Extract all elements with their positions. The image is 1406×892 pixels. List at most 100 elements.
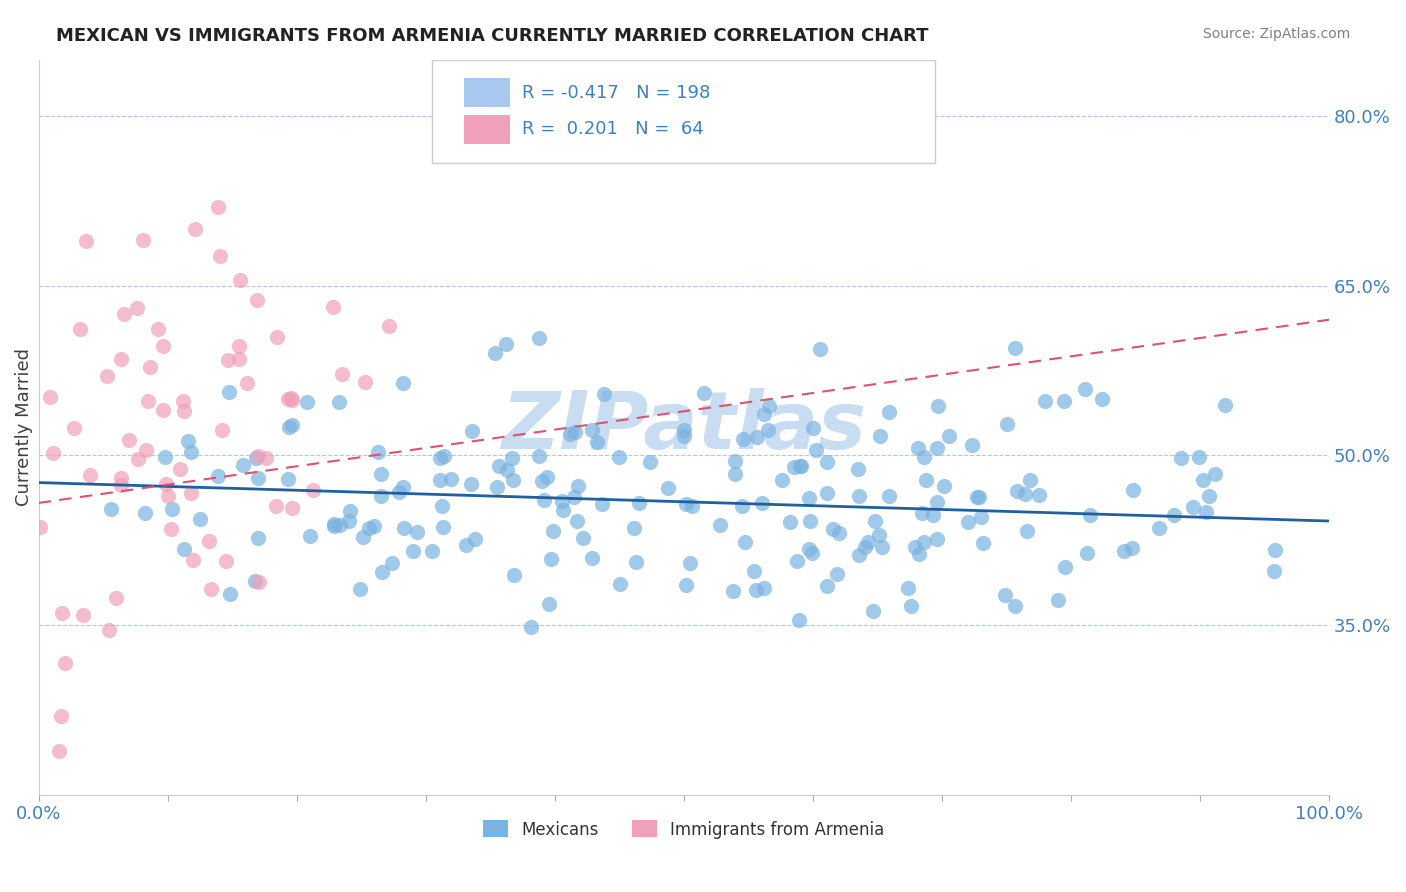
Point [657,482,679,496]
Point [264,499,287,513]
Point [159,522,181,536]
Point [551,493,574,508]
Point [540,551,562,566]
Point [232,458,254,472]
Point [858,534,880,549]
Point [339,504,361,518]
Point [388,484,411,499]
Point [218,384,240,399]
Point [731,433,754,447]
Point [567,478,589,492]
Point [907,441,929,455]
Point [537,597,560,611]
Point [110,478,132,492]
Point [1004,341,1026,355]
Point [495,463,517,477]
Point [254,450,277,465]
Point [377,319,399,334]
Point [779,516,801,530]
Point [429,473,451,487]
Point [927,399,949,413]
Point [135,443,157,458]
Point [440,472,463,486]
Point [994,589,1017,603]
Point [79,468,101,483]
Point [572,531,595,545]
Point [460,476,482,491]
Point [136,393,159,408]
Point [869,429,891,443]
Point [672,423,695,437]
Point [281,417,304,432]
Point [132,233,155,247]
Point [139,360,162,375]
Legend: Mexicans, Immigrants from Armenia: Mexicans, Immigrants from Armenia [477,814,891,846]
Point [593,387,616,401]
FancyBboxPatch shape [432,60,935,162]
Point [607,450,630,465]
Point [433,450,456,464]
Point [638,455,661,469]
Point [562,490,585,504]
Point [1074,382,1097,396]
FancyBboxPatch shape [464,115,509,145]
Point [911,506,934,520]
Point [246,293,269,307]
Point [281,500,304,515]
Point [488,458,510,473]
Point [1033,393,1056,408]
Point [581,424,603,438]
Point [402,544,425,558]
Point [848,548,870,562]
Point [692,386,714,401]
Point [1076,546,1098,560]
Point [1078,508,1101,522]
Point [266,330,288,344]
Point [675,578,697,592]
Point [678,556,700,570]
Point [1264,542,1286,557]
Point [367,444,389,458]
FancyBboxPatch shape [464,78,509,107]
Point [912,535,935,549]
Point [825,566,848,581]
Point [862,604,884,618]
Point [110,471,132,485]
Point [503,567,526,582]
Point [1019,473,1042,487]
Point [853,540,876,554]
Point [877,489,900,503]
Point [1014,487,1036,501]
Point [172,394,194,409]
Point [960,438,983,452]
Point [302,483,325,497]
Point [806,443,828,458]
Point [370,566,392,580]
Point [789,458,811,473]
Point [134,506,156,520]
Point [721,583,744,598]
Point [1121,541,1143,555]
Point [799,542,821,557]
Point [863,514,886,528]
Point [723,467,745,481]
Point [215,554,238,568]
Point [815,455,838,469]
Point [1147,520,1170,534]
Point [1005,484,1028,499]
Point [724,454,747,468]
Point [536,470,558,484]
Point [1170,451,1192,466]
Point [217,353,239,368]
Point [848,489,870,503]
Point [183,222,205,236]
Point [527,331,550,345]
Point [39,390,62,404]
Point [153,450,176,464]
Point [797,491,820,506]
Point [155,477,177,491]
Point [180,485,202,500]
Point [799,514,821,528]
Point [295,395,318,409]
Point [329,517,352,532]
